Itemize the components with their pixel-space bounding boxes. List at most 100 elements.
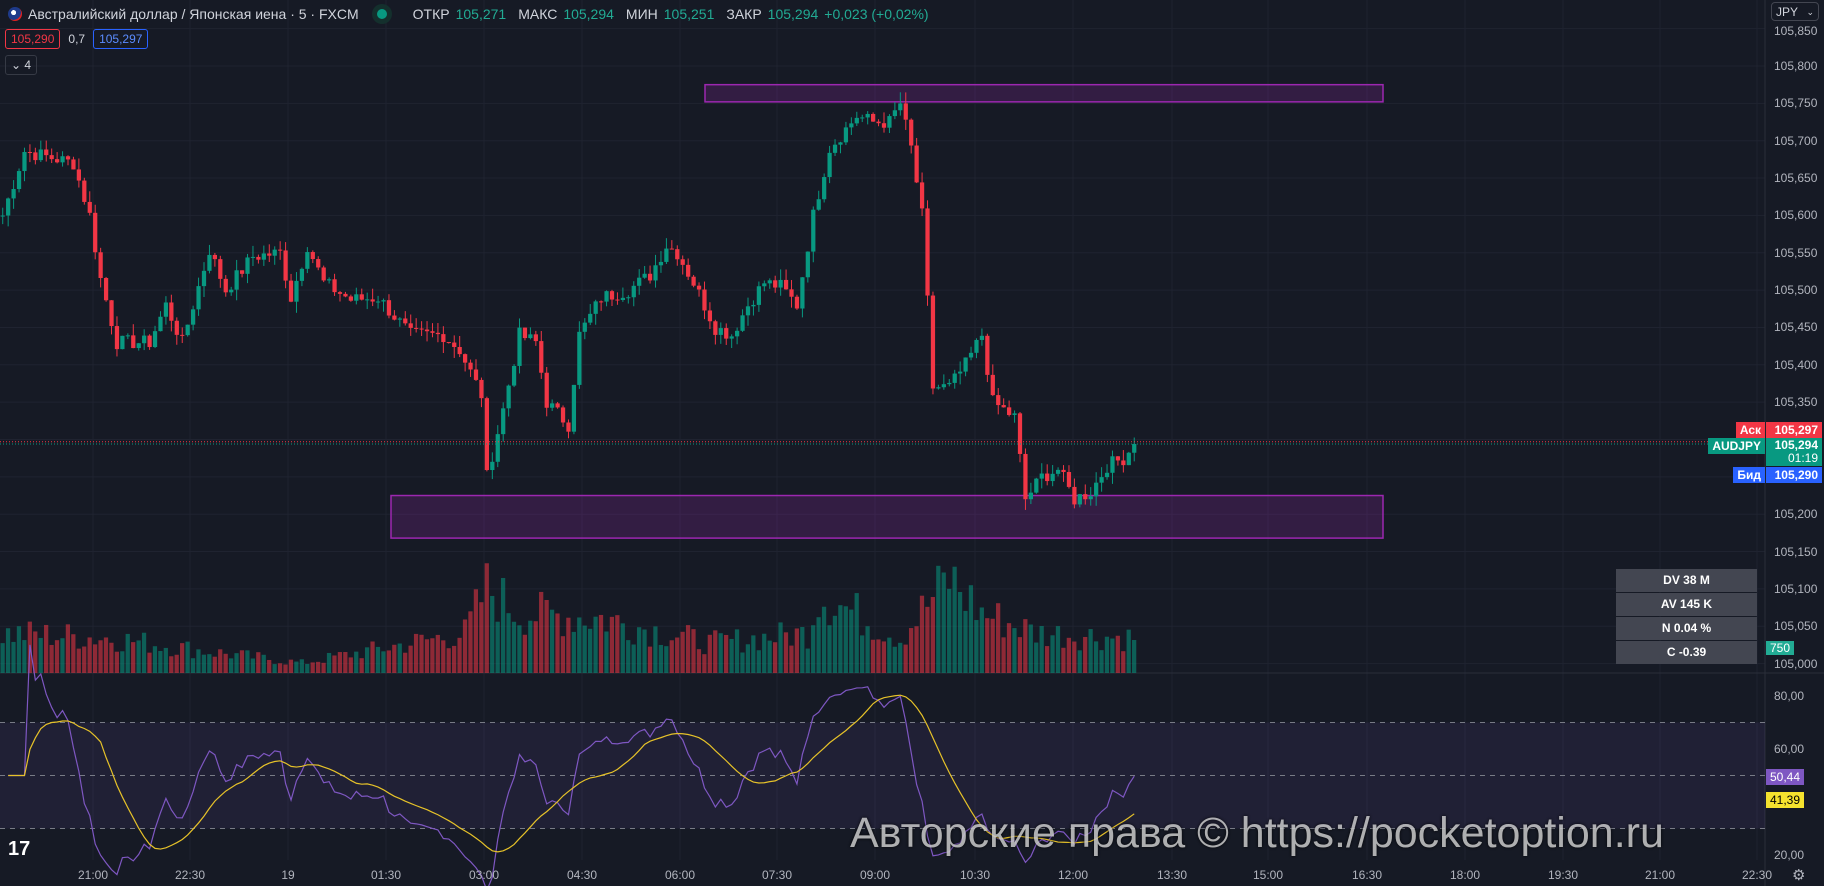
candle-body	[201, 270, 207, 287]
open-value: 105,271	[455, 6, 507, 22]
volume-bar	[131, 642, 136, 673]
indicators-toggle[interactable]: ⌄ 4	[5, 55, 38, 75]
candle-body	[191, 309, 196, 325]
price-tick: 105,150	[1774, 544, 1818, 559]
volume-bar	[876, 639, 881, 673]
volume-bar	[626, 640, 631, 673]
rsi-ma-line	[8, 694, 1135, 853]
candle-body	[305, 252, 310, 269]
candle-body	[609, 291, 615, 300]
candle-body	[822, 177, 827, 200]
volume-bar	[272, 664, 277, 673]
candle-body	[16, 171, 22, 190]
volume-bar	[16, 626, 22, 673]
buy-price-button[interactable]: 105,297	[93, 29, 149, 49]
volume-bar	[680, 631, 685, 673]
candle-body	[501, 408, 506, 435]
volume-bar	[908, 628, 914, 673]
volume-bar	[811, 625, 816, 673]
candle-body	[511, 365, 517, 386]
price-tick: 105,400	[1774, 357, 1818, 372]
candle-body	[71, 159, 76, 170]
candle-body	[577, 331, 582, 385]
volume-bar	[299, 659, 304, 673]
candle-body	[713, 321, 718, 335]
candle-body	[1132, 443, 1137, 453]
candle-body	[909, 119, 914, 146]
candle-body	[348, 296, 353, 301]
volume-bar	[1083, 636, 1088, 673]
volume-bar	[1115, 635, 1120, 673]
candle-body	[544, 372, 549, 408]
candle-body	[479, 379, 484, 399]
candle-body	[533, 334, 538, 342]
price-zone	[390, 494, 1384, 539]
volume-bar	[348, 657, 353, 673]
volume-bar	[435, 634, 440, 673]
volume-bar	[223, 653, 228, 673]
volume-bar	[827, 625, 832, 673]
candle-body	[974, 339, 979, 353]
volume-bar	[316, 661, 321, 673]
volume-bar	[196, 649, 201, 673]
volume-bar	[713, 630, 718, 673]
volume-bar	[952, 566, 957, 673]
volume-bar	[1077, 650, 1082, 673]
candle-body	[800, 277, 805, 309]
rsi-ma-label: 41,39	[1766, 792, 1805, 808]
volume-bar	[571, 631, 576, 673]
rsi-tick: 80,00	[1774, 689, 1805, 703]
volume-bar	[201, 654, 207, 673]
candle-body	[261, 253, 266, 260]
tradingview-logo[interactable]: 17	[8, 838, 31, 860]
candle-body	[196, 286, 201, 310]
candle-body	[664, 248, 669, 262]
candle-body	[1115, 456, 1121, 461]
market-status-icon	[376, 9, 387, 19]
candle-body	[854, 117, 859, 124]
candle-body	[985, 335, 990, 375]
candle-body	[751, 304, 756, 307]
candle-body	[414, 327, 419, 329]
candle-body	[941, 384, 946, 388]
candle-body	[125, 335, 130, 337]
candle-body	[1110, 456, 1115, 473]
candle-body	[582, 322, 587, 332]
volume-bar	[71, 634, 76, 673]
volume-bar	[936, 565, 941, 673]
bid-tag: Бид	[1733, 467, 1765, 483]
volume-bar	[239, 650, 245, 673]
volume-label: 750	[1766, 641, 1795, 655]
candle-body	[223, 278, 228, 293]
volume-bar	[163, 647, 168, 673]
candle-body	[114, 326, 120, 350]
candle-body	[903, 103, 908, 120]
settings-gear-icon[interactable]: ⚙	[1792, 867, 1806, 884]
symbol-title[interactable]: Австралийский доллар / Японская иена · 5…	[28, 6, 359, 22]
candle-body	[740, 315, 745, 331]
sell-price-button[interactable]: 105,290	[5, 29, 61, 49]
volume-bar	[1093, 641, 1099, 673]
candle-body	[571, 384, 577, 432]
volume-bar	[979, 607, 984, 673]
volume-bar	[821, 606, 827, 673]
change-value: +0,023 (+0,02%)	[824, 6, 929, 22]
volume-bar	[506, 613, 511, 673]
volume-bar	[38, 637, 43, 673]
candle-body	[11, 189, 16, 199]
candle-body	[120, 335, 125, 350]
volume-bar	[76, 648, 81, 673]
currency-select[interactable]: JPY ⌄	[1771, 2, 1819, 21]
volume-bar	[702, 654, 707, 673]
volume-bar	[729, 638, 734, 673]
candle-body	[773, 280, 778, 288]
candle-body	[1007, 407, 1012, 415]
volume-bar	[337, 652, 343, 673]
volume-bar	[1017, 637, 1023, 673]
candle-body	[375, 301, 381, 303]
candle-body	[615, 299, 620, 301]
volume-bar	[756, 650, 761, 673]
candle-body	[44, 149, 49, 156]
price-zone	[704, 83, 1384, 103]
